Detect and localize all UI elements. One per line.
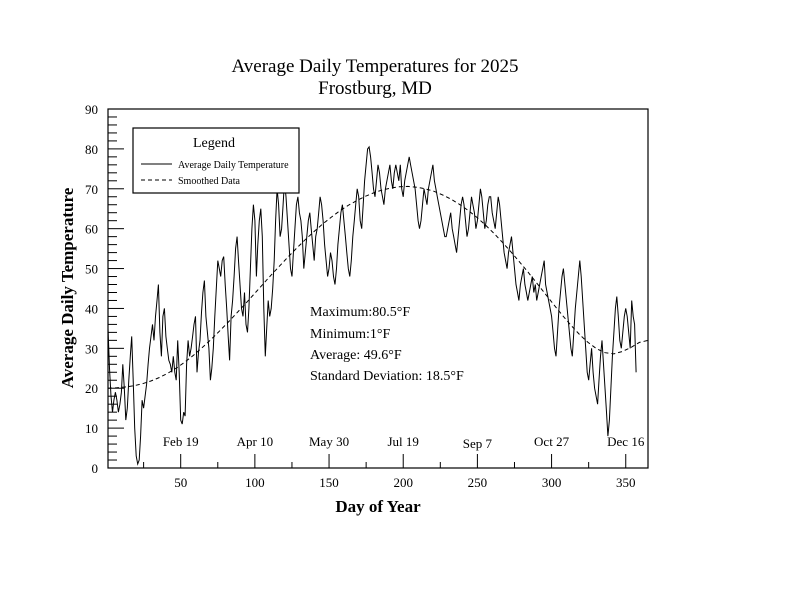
date-marker-label: Sep 7: [463, 436, 493, 451]
date-marker-label: Feb 19: [163, 434, 199, 449]
legend-box: [132, 127, 300, 194]
y-tick-label: 80: [85, 142, 98, 157]
chart-subtitle: Frostburg, MD: [318, 78, 432, 99]
legend-title: Legend: [193, 136, 235, 151]
series-smoothed-data: [107, 185, 649, 389]
y-tick-label: 10: [85, 421, 98, 436]
y-tick-label: 60: [85, 222, 98, 237]
date-marker-label: Apr 10: [237, 434, 273, 449]
date-marker-label: Oct 27: [534, 434, 570, 449]
date-marker-label: Dec 16: [607, 434, 645, 449]
stat-average: Average: 49.6°F: [310, 348, 402, 363]
plot-frame: [107, 108, 649, 469]
y-tick-label: 30: [85, 341, 98, 356]
legend: Legend Average Daily Temperature Smoothe…: [132, 127, 300, 194]
date-marker-label: May 30: [309, 434, 349, 449]
stat-maximum: Maximum:80.5°F: [310, 305, 410, 320]
y-tick-label: 90: [85, 102, 98, 117]
stat-minimum: Minimum:1°F: [310, 327, 390, 342]
y-tick-label: 40: [85, 301, 98, 316]
y-axis: 0 10 20 30 40 50 60 70 80 90: [85, 102, 124, 476]
series-average-daily-temperature: [107, 145, 637, 466]
date-markers: Feb 19 Apr 10 May 30 Jul 19 Sep 7 Oct 27 Dec 1…: [163, 434, 645, 451]
x-tick-label: 250: [468, 475, 488, 490]
x-tick-label: 150: [319, 475, 339, 490]
legend-entry-smoothed: Smoothed Data: [178, 176, 240, 187]
x-tick-label: 300: [542, 475, 562, 490]
x-tick-label: 50: [174, 475, 187, 490]
y-tick-label: 50: [85, 262, 98, 277]
stats-annotation: Maximum:80.5°F Minimum:1°F Average: 49.6…: [310, 305, 464, 384]
legend-entry-daily: Average Daily Temperature: [178, 160, 289, 171]
stat-std-deviation: Standard Deviation: 18.5°F: [310, 369, 464, 384]
date-marker-label: Jul 19: [388, 434, 419, 449]
x-axis-label: Day of Year: [335, 497, 421, 516]
x-axis: 50 100 150 200 250 300 350: [143, 454, 636, 490]
y-tick-label: 0: [92, 461, 99, 476]
x-tick-label: 200: [393, 475, 413, 490]
y-tick-label: 20: [85, 381, 98, 396]
y-tick-label: 70: [85, 182, 98, 197]
x-tick-label: 350: [616, 475, 636, 490]
y-axis-label: Average Daily Temperature: [58, 187, 77, 388]
x-tick-label: 100: [245, 475, 265, 490]
chart-title: Average Daily Temperatures for 2025: [231, 56, 518, 77]
